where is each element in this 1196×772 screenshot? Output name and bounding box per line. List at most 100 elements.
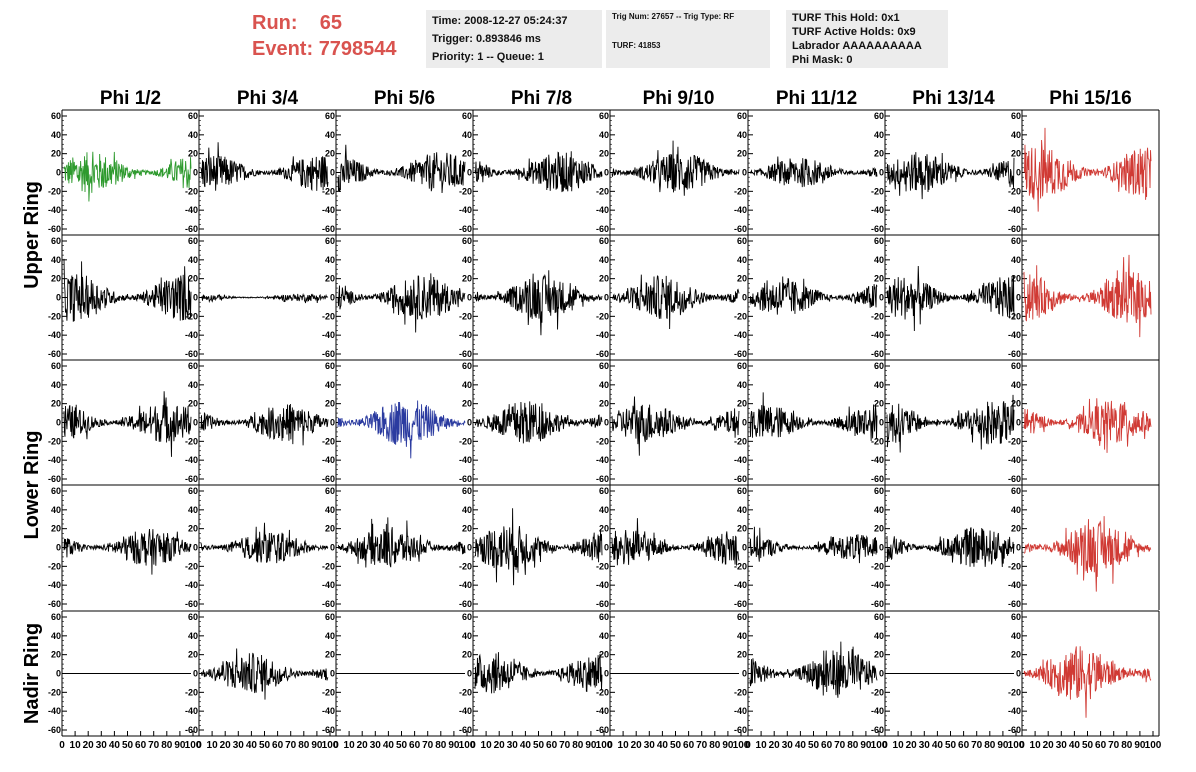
waveform-trace — [1023, 646, 1152, 718]
y-tick-label: -60 — [1008, 599, 1021, 609]
y-tick-label: 60 — [51, 486, 61, 496]
waveform-trace — [611, 274, 740, 330]
waveform-trace — [200, 403, 329, 446]
y-tick-label: 60 — [325, 111, 335, 121]
y-tick-label: 40 — [462, 130, 472, 140]
y-tick-label: -20 — [185, 311, 198, 321]
y-tick-label: -20 — [871, 561, 884, 571]
y-tick-label: -60 — [48, 474, 61, 484]
x-tick-label: 0 — [196, 740, 202, 751]
labrador-text: Labrador AAAAAAAAAA — [792, 40, 922, 52]
y-tick-label: 20 — [462, 524, 472, 534]
y-tick-label: -40 — [871, 706, 884, 716]
y-tick-label: -40 — [734, 580, 747, 590]
x-tick-label: 40 — [1069, 740, 1081, 751]
x-tick-label: 20 — [357, 740, 369, 751]
y-tick-label: 40 — [599, 505, 609, 515]
x-tick-label: 90 — [174, 740, 186, 751]
y-tick-label: -40 — [596, 455, 609, 465]
x-tick-label: 60 — [1095, 740, 1107, 751]
y-tick-label: 0 — [56, 293, 61, 303]
y-tick-label: 20 — [599, 524, 609, 534]
y-tick-label: 20 — [188, 650, 198, 660]
y-tick-label: -20 — [596, 561, 609, 571]
y-tick-label: -60 — [185, 224, 198, 234]
y-tick-label: 0 — [604, 543, 609, 553]
y-tick-label: 20 — [51, 274, 61, 284]
y-tick-label: -40 — [322, 706, 335, 716]
y-tick-label: 40 — [462, 505, 472, 515]
y-tick-label: 40 — [874, 130, 884, 140]
y-tick-label: -60 — [871, 725, 884, 735]
y-tick-label: 0 — [879, 669, 884, 679]
y-tick-label: 40 — [1011, 505, 1021, 515]
y-tick-label: -40 — [459, 330, 472, 340]
x-tick-label: 50 — [122, 740, 134, 751]
waveform-trace — [474, 270, 603, 336]
y-tick-label: -20 — [459, 186, 472, 196]
y-tick-label: 0 — [467, 168, 472, 178]
y-tick-label: 40 — [188, 380, 198, 390]
y-tick-label: -40 — [48, 455, 61, 465]
y-tick-label: -60 — [459, 725, 472, 735]
y-tick-label: -40 — [48, 580, 61, 590]
y-tick-label: -40 — [596, 330, 609, 340]
y-tick-label: 0 — [193, 293, 198, 303]
y-tick-label: -40 — [322, 580, 335, 590]
y-tick-label: 20 — [51, 149, 61, 159]
y-tick-label: 20 — [188, 399, 198, 409]
waveform-trace — [611, 396, 740, 456]
turf-this-hold: TURF This Hold: 0x1 — [792, 12, 900, 24]
x-tick-label: 90 — [448, 740, 460, 751]
y-tick-label: -60 — [1008, 474, 1021, 484]
y-tick-label: -40 — [322, 455, 335, 465]
x-tick-label: 10 — [756, 740, 768, 751]
y-tick-label: 0 — [330, 418, 335, 428]
waveform-trace — [886, 527, 1015, 567]
y-tick-label: -20 — [459, 436, 472, 446]
x-tick-label: 0 — [882, 740, 888, 751]
y-tick-label: 60 — [188, 612, 198, 622]
x-tick-label: 60 — [409, 740, 421, 751]
y-tick-label: -60 — [1008, 349, 1021, 359]
y-tick-label: 20 — [874, 524, 884, 534]
y-tick-label: -60 — [322, 349, 335, 359]
y-tick-label: 40 — [737, 130, 747, 140]
x-tick-label: 20 — [906, 740, 918, 751]
y-tick-label: -60 — [322, 725, 335, 735]
y-tick-label: 60 — [325, 361, 335, 371]
x-tick-label: 10 — [618, 740, 630, 751]
x-tick-label: 50 — [259, 740, 271, 751]
y-tick-label: -40 — [322, 205, 335, 215]
x-tick-label: 40 — [795, 740, 807, 751]
y-tick-label: 40 — [599, 380, 609, 390]
y-tick-label: -40 — [459, 706, 472, 716]
phi-mask-text: Phi Mask: 0 — [792, 54, 853, 66]
y-tick-label: 60 — [188, 486, 198, 496]
column-title: Phi 5/6 — [374, 88, 435, 109]
y-tick-label: 0 — [742, 418, 747, 428]
y-tick-label: 60 — [462, 612, 472, 622]
y-tick-label: 0 — [742, 293, 747, 303]
y-tick-label: -40 — [185, 580, 198, 590]
y-tick-label: 0 — [879, 418, 884, 428]
x-tick-label: 100 — [185, 740, 202, 751]
y-tick-label: 60 — [599, 612, 609, 622]
x-tick-label: 90 — [722, 740, 734, 751]
x-tick-label: 40 — [109, 740, 121, 751]
y-tick-label: -20 — [322, 311, 335, 321]
y-tick-label: 40 — [737, 380, 747, 390]
y-tick-label: 0 — [56, 418, 61, 428]
y-tick-label: 20 — [462, 399, 472, 409]
x-tick-label: 40 — [246, 740, 258, 751]
y-tick-label: 60 — [188, 111, 198, 121]
turf-hold-box: TURF This Hold: 0x1 TURF Active Holds: 0… — [786, 10, 948, 68]
x-tick-label: 60 — [546, 740, 558, 751]
y-tick-label: -60 — [596, 599, 609, 609]
x-tick-label: 100 — [871, 740, 888, 751]
x-tick-label: 20 — [494, 740, 506, 751]
x-tick-label: 60 — [821, 740, 833, 751]
y-tick-label: -60 — [185, 725, 198, 735]
y-tick-label: -60 — [871, 599, 884, 609]
y-tick-label: -40 — [185, 205, 198, 215]
